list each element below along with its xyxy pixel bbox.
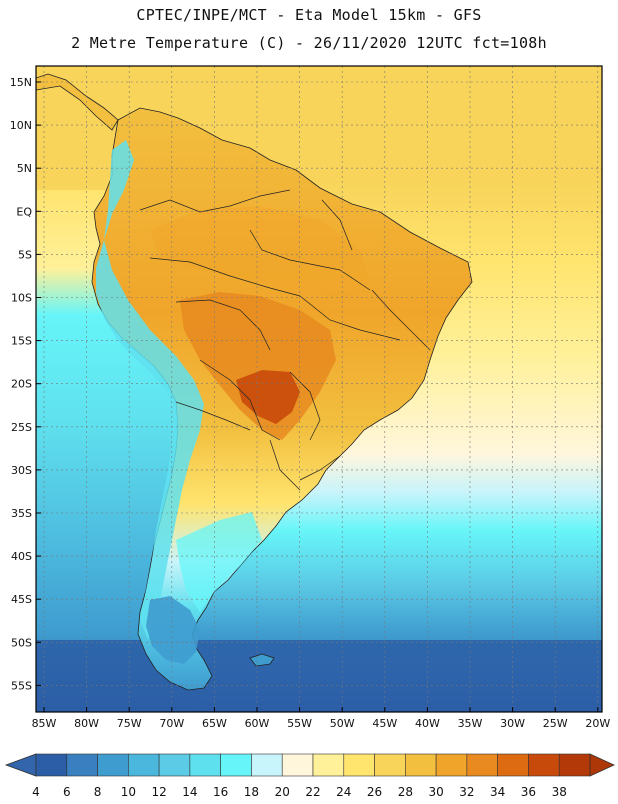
amazon-warm-region (150, 206, 372, 300)
colorbar-swatch (35, 753, 68, 777)
longitude-tick-label: 40W (415, 717, 440, 730)
latitude-tick-label: 50S (11, 636, 32, 649)
longitude-tick-label: 30W (500, 717, 525, 730)
latitude-tick-label: 10N (10, 119, 32, 132)
colorbar-tick-label: 26 (367, 785, 382, 799)
colorbar-swatch (97, 753, 129, 777)
colorbar-tick-label: 28 (398, 785, 413, 799)
colorbar-tick-label: 16 (213, 785, 228, 799)
colorbar-swatch (435, 753, 468, 777)
colorbar-tick-label: 8 (94, 785, 102, 799)
longitude-axis: 85W 80W 75W 70W 65W 60W 55W 50W 45W 40W 35W 30W 25W 2… (32, 707, 610, 730)
colorbar-swatch (497, 753, 529, 777)
colorbar-swatch (128, 753, 160, 777)
graticule (36, 66, 602, 712)
colorbar-tick-label: 12 (151, 785, 166, 799)
hot-interior-region (180, 292, 336, 440)
chart-subtitle: 2 Metre Temperature (C) - 26/11/2020 12U… (71, 34, 547, 52)
longitude-tick-label: 65W (202, 717, 227, 730)
longitude-tick-label: 85W (32, 717, 57, 730)
colorbar-swatch (66, 753, 98, 777)
colorbar-tick-label: 4 (32, 785, 40, 799)
longitude-tick-label: 50W (330, 717, 355, 730)
colorbar-tick-label: 6 (63, 785, 71, 799)
colorbar-tick-label: 14 (182, 785, 197, 799)
andes-cold-strip (96, 140, 204, 640)
colorbar-swatch (220, 753, 252, 777)
latitude-tick-label: 10S (11, 292, 32, 305)
colorbar-swatch (251, 753, 283, 777)
longitude-tick-label: 45W (372, 717, 397, 730)
colorbar-tick-label: 32 (459, 785, 474, 799)
tropical-ocean-band (36, 66, 602, 126)
latitude-tick-label: 20S (11, 378, 32, 391)
longitude-tick-label: 75W (117, 717, 142, 730)
longitude-tick-label: 25W (543, 717, 568, 730)
colorbar-tick-label: 34 (490, 785, 505, 799)
colorbar-swatch (343, 753, 375, 777)
longitude-tick-label: 20W (585, 717, 610, 730)
colorbar: 4 6 8 10 12 14 16 18 20 22 24 26 28 30 32 34 36 38 (4, 753, 615, 799)
longitude-tick-label: 60W (245, 717, 270, 730)
country-borders (139, 189, 431, 491)
central-america-landmass (36, 73, 119, 131)
colorbar-swatch (466, 753, 498, 777)
latitude-tick-label: 5N (17, 162, 32, 175)
colorbar-swatch (374, 753, 406, 777)
colorbar-tick-label: 18 (244, 785, 259, 799)
colorbar-tick-label: 38 (552, 785, 567, 799)
falkland-islands (249, 653, 275, 667)
latitude-tick-label: 35S (11, 507, 32, 520)
colorbar-tick-label: 30 (428, 785, 443, 799)
colorbar-tick-label: 20 (275, 785, 290, 799)
longitude-tick-label: 70W (159, 717, 184, 730)
patagonia-mild-region (176, 512, 262, 612)
latitude-tick-label: 5S (18, 248, 32, 261)
latitude-tick-label: 15N (10, 76, 32, 89)
southern-ocean-band (36, 640, 602, 712)
colorbar-tick-label: 24 (336, 785, 351, 799)
colorbar-swatch (158, 753, 191, 777)
latitude-tick-label: 15S (11, 335, 32, 348)
chart-title: CPTEC/INPE/MCT - Eta Model 15km - GFS (136, 6, 482, 24)
colorbar-swatch (528, 753, 560, 777)
colorbar-tick-label: 10 (121, 785, 136, 799)
patagonia-cold-region (146, 596, 200, 664)
colorbar-swatch (312, 753, 345, 777)
latitude-tick-label: 25S (11, 421, 32, 434)
colorbar-swatch (281, 753, 314, 777)
colorbar-high-arrow (589, 753, 615, 777)
colorbar-tick-label: 36 (521, 785, 536, 799)
colorbar-swatch (189, 753, 221, 777)
colorbar-swatch (558, 753, 591, 777)
colorbar-low-arrow (4, 753, 37, 777)
latitude-tick-label: EQ (16, 205, 32, 218)
latitude-tick-label: 40S (11, 550, 32, 563)
longitude-tick-label: 80W (74, 717, 99, 730)
latitude-tick-label: 45S (11, 593, 32, 606)
longitude-tick-label: 35W (458, 717, 483, 730)
map-field (36, 66, 602, 712)
colorbar-tick-label: 22 (305, 785, 320, 799)
longitude-tick-label: 55W (287, 717, 312, 730)
latitude-tick-label: 30S (11, 464, 32, 477)
map-frame (35, 65, 603, 713)
latitude-axis: 15N 10N 5N EQ 5S 10S 15S 20S 25S 30S 35S 40S 45S 50S 5… (10, 76, 41, 692)
latitude-tick-label: 55S (11, 679, 32, 692)
colorbar-swatch (405, 753, 437, 777)
